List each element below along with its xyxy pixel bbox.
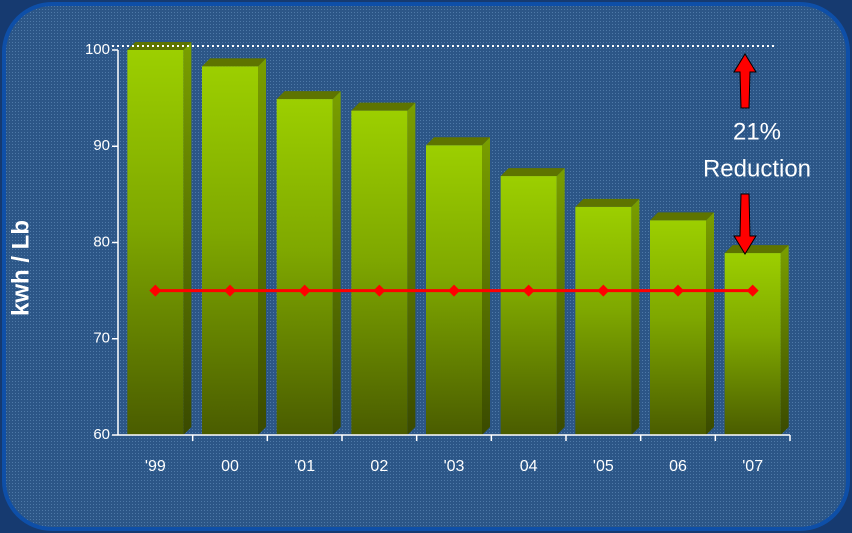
bar-side [407,102,416,435]
line-marker [448,284,460,297]
bar-side [631,198,640,435]
x-tick-label: 02 [370,458,388,475]
x-tick-label: '07 [742,458,763,475]
bar-top [724,245,789,254]
y-tick-label: 80 [93,233,110,250]
bar-top [650,212,714,221]
line-marker [597,284,610,297]
x-tick-label: '05 [593,458,614,475]
plot-area: 60 70 80 90 100 '99 00 '01 02 '03 04 '05 06 '07 [85,41,791,475]
annotation: 21% [733,118,781,145]
bar-side [780,245,789,435]
y-tick-label: 60 [93,426,110,443]
bar-side [183,42,192,435]
x-tick-label: 04 [520,458,538,475]
bar [127,50,184,435]
bar-top [127,42,192,50]
bar-top [202,58,266,67]
y-tick-label: 70 [93,330,110,347]
bar [500,176,557,435]
bar-side [706,212,714,435]
line-marker [149,284,162,297]
bar [351,110,408,435]
line-marker [672,284,684,297]
line-marker [373,284,386,297]
y-axis-label: kwh / Lb [7,220,34,316]
x-tick-label: '99 [145,458,166,475]
x-tick-label: 06 [669,458,687,475]
bar-side [332,91,341,436]
bar-side [556,168,565,435]
line-marker [224,284,236,297]
annotation: Reduction [703,155,811,182]
y-tick-label: 90 [93,137,110,154]
y-tick-label: 100 [85,41,110,58]
bar-top [351,102,416,111]
bar-side [482,137,490,435]
arrow-down [733,193,757,255]
bar-side [258,58,266,436]
bar-top [575,198,640,207]
bar-top [500,168,565,177]
bar [575,206,632,435]
bar [650,220,706,435]
x-tick-label: '03 [444,458,465,475]
bar-top [276,91,341,100]
line-marker [522,284,535,297]
bar-top [426,137,490,146]
x-tick-label: 00 [221,458,239,475]
line-marker [746,284,759,297]
bar [276,99,333,436]
line-marker [298,284,311,297]
arrow-up [733,53,757,109]
bar [724,253,781,435]
bar [202,66,258,436]
x-tick-label: '01 [294,458,315,475]
